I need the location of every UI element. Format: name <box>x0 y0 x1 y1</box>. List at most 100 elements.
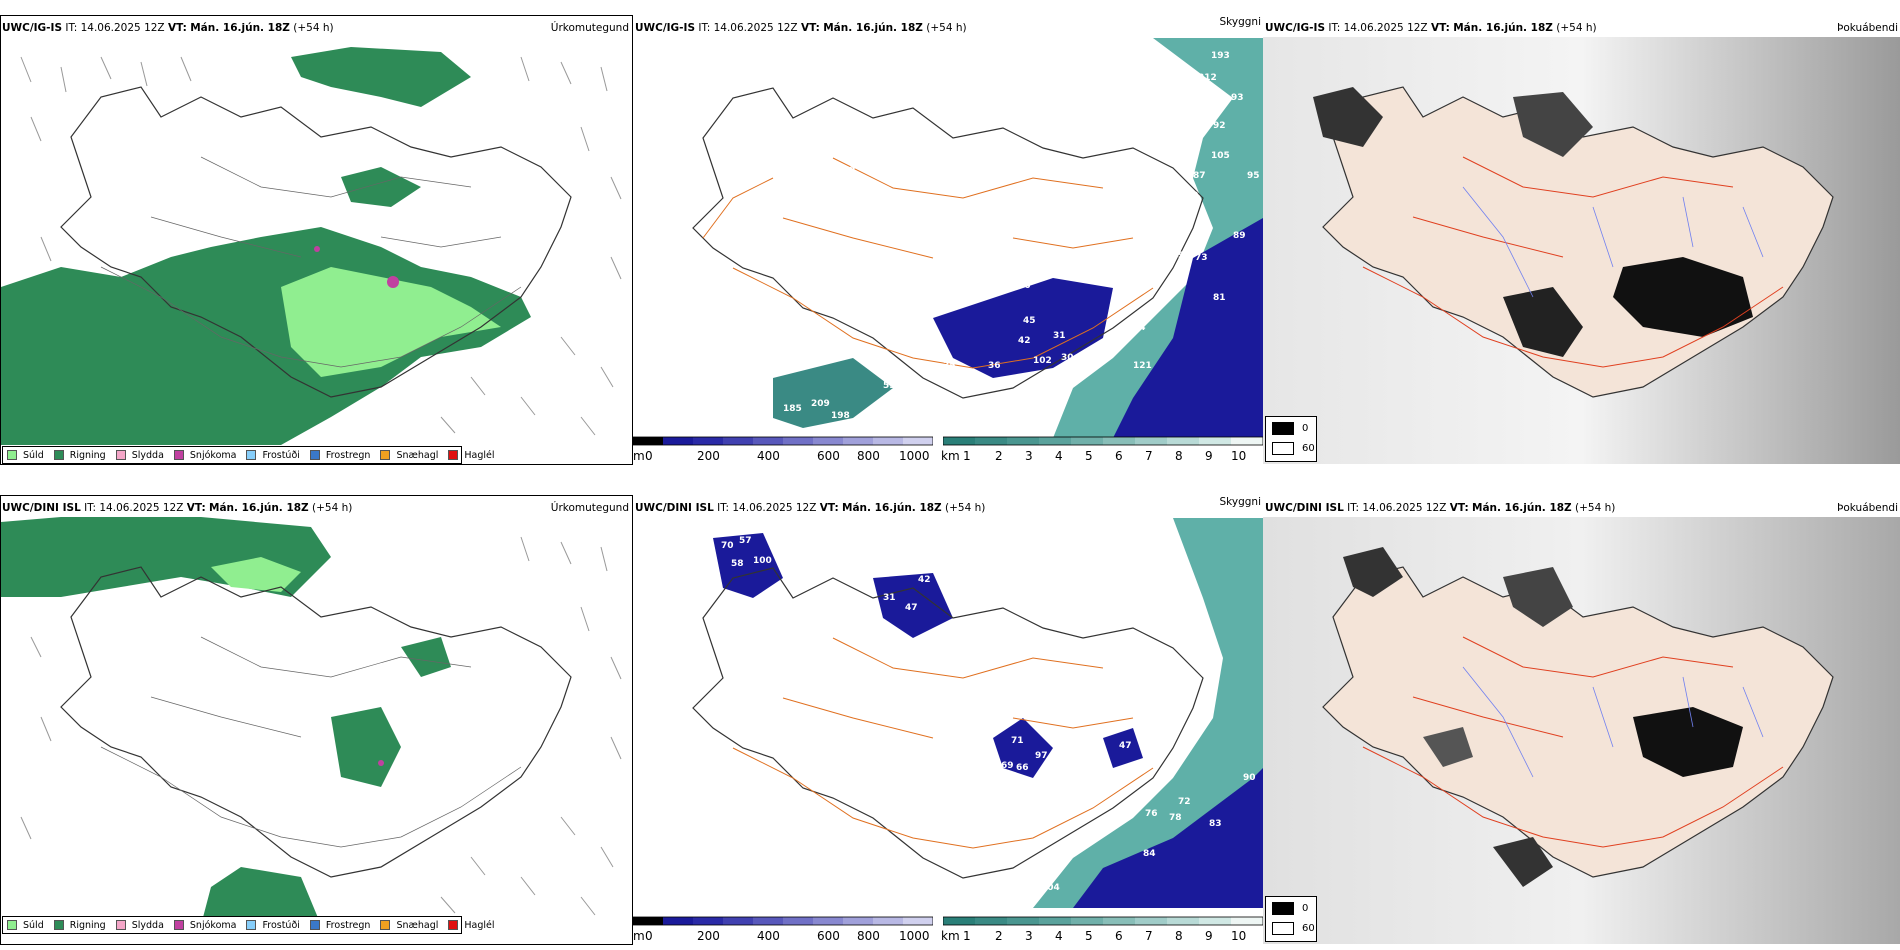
precip-legend: Súld Rigning Slydda Snjókoma Frostúði Fr… <box>2 446 495 464</box>
colorbar-height-bar <box>633 436 933 446</box>
vis-value: 35 <box>943 361 956 371</box>
wind-barbs <box>20 536 622 916</box>
vis-value: 53 <box>813 731 826 741</box>
drizzle-area <box>211 557 301 592</box>
vis-value: 66 <box>1016 763 1029 773</box>
panel-header: UWC/DINI ISL IT: 14.06.2025 12Z VT: Mán.… <box>2 502 352 514</box>
vis-value: 80 <box>1033 111 1046 121</box>
colorbar-tick: 400 <box>757 929 780 943</box>
colorbar-tick: 600 <box>817 929 840 943</box>
vis-value: 144 <box>768 351 787 361</box>
legend-item: Frostúði <box>246 920 300 931</box>
colorbar-tick: 200 <box>697 929 720 943</box>
panel-precip-dini: UWC/DINI ISL IT: 14.06.2025 12Z VT: Mán.… <box>0 490 633 945</box>
vis-value: 70 <box>743 121 756 131</box>
colorbar-tick: 5 <box>1085 449 1093 463</box>
visibility-labels: 133 193 212 93 92 105 95 89 73 81 121 89… <box>743 51 1260 421</box>
vis-value: 45 <box>1108 161 1121 171</box>
vis-value: 81 <box>1213 293 1226 303</box>
vt-label: VT: <box>800 22 820 34</box>
vis-value: 47 <box>873 281 886 291</box>
colorbar-tick: 1 <box>963 449 971 463</box>
it-label: IT: <box>84 502 97 514</box>
vis-value: 71 <box>1011 736 1024 746</box>
legend-item: Snjókoma <box>173 920 236 931</box>
colorbar-tick: 6 <box>1115 929 1123 943</box>
rain-area <box>291 47 471 107</box>
rain-area <box>331 707 401 787</box>
it-label: IT: <box>65 22 78 34</box>
colorbar-unit: m <box>633 929 645 943</box>
legend-item: Slydda <box>115 450 164 461</box>
vis-value: 80 <box>963 121 976 131</box>
it-label: IT: <box>1328 22 1341 34</box>
it-label: IT: <box>717 502 730 514</box>
vis-value: 180 <box>788 341 807 351</box>
legend-swatch <box>246 450 257 460</box>
colorbar-tick: 4 <box>1055 449 1063 463</box>
vt-value: Mán. 16.jún. 18Z <box>209 502 309 514</box>
fog-area <box>1313 87 1383 147</box>
legend-swatch <box>53 450 64 460</box>
legend-item: Snæhagl <box>380 450 438 461</box>
fog-legend-row: 60 <box>1272 442 1315 455</box>
low-vis-area <box>1073 768 1263 908</box>
panel-fog-igis: UWC/IG-IS IT: 14.06.2025 12Z VT: Mán. 16… <box>1263 10 1900 465</box>
vis-value: 160 <box>908 321 927 331</box>
colorbar-tick: 2 <box>995 929 1003 943</box>
vis-value: 93 <box>1231 93 1244 103</box>
roads <box>100 156 522 368</box>
colorbar-tick: 10 <box>1231 929 1247 943</box>
colorbar-tick: 3 <box>1025 449 1033 463</box>
vis-value: 47 <box>905 603 918 613</box>
colorbar-tick: 5 <box>1085 929 1093 943</box>
vis-value: 55 <box>883 381 896 391</box>
vis-value: 35 <box>923 366 936 376</box>
colorbar-height: m 0 200 400 600 800 1000 <box>633 435 933 465</box>
rain-area <box>401 637 451 677</box>
colorbar-tick: 1000 <box>899 929 930 943</box>
colorbar-tick: 200 <box>697 449 720 463</box>
fog-legend: 0 60 <box>1265 896 1317 942</box>
legend-swatch <box>173 920 184 930</box>
drizzle-area <box>281 267 501 377</box>
it-value: 14.06.2025 12Z <box>732 502 817 514</box>
legend-item: Rigning <box>53 920 106 931</box>
it-label: IT: <box>1347 502 1360 514</box>
low-vis-area <box>773 358 893 428</box>
legend-swatch <box>246 920 257 930</box>
colorbar-unit: km <box>941 929 960 943</box>
panel-precip-igis: UWC/IG-IS IT: 14.06.2025 12Z VT: Mán. 16… <box>0 10 633 465</box>
legend-item: Haglél <box>448 450 495 461</box>
panel-header: UWC/DINI ISL IT: 14.06.2025 12Z VT: Mán.… <box>635 502 985 514</box>
vis-value: 57 <box>739 536 752 546</box>
panel-title: Þokuábendi <box>1837 502 1898 514</box>
vis-value: 58 <box>731 559 744 569</box>
vt-value: Mán. 16.jún. 18Z <box>842 502 942 514</box>
fog-legend-row: 0 <box>1272 422 1308 435</box>
fog-area <box>1503 567 1573 627</box>
fog-legend-swatch <box>1272 442 1294 455</box>
vis-value: 104 <box>1041 883 1060 893</box>
fog-legend-row: 60 <box>1272 922 1315 935</box>
it-label: IT: <box>698 22 711 34</box>
panel-fog-dini: UWC/DINI ISL IT: 14.06.2025 12Z VT: Mán.… <box>1263 490 1900 945</box>
rivers <box>1462 186 1764 298</box>
vis-value: 54 <box>931 833 944 843</box>
lead-time: (+54 h) <box>1556 22 1597 34</box>
roads <box>732 637 1154 849</box>
colorbar-tick: 8 <box>1175 449 1183 463</box>
vis-value: 90 <box>1243 773 1256 783</box>
panel-visibility-dini: UWC/DINI ISL IT: 14.06.2025 12Z VT: Mán.… <box>633 490 1263 945</box>
legend-swatch <box>380 450 391 460</box>
vt-label: VT: <box>167 22 187 34</box>
colorbar-tick: 9 <box>1205 449 1213 463</box>
legend-item: Frostregn <box>309 450 370 461</box>
vis-value: 31 <box>1053 331 1066 341</box>
vis-value: 99 <box>1186 191 1199 201</box>
vis-value: 76 <box>1145 809 1158 819</box>
iceland-outline <box>692 87 1204 399</box>
colorbar-tick: 800 <box>857 449 880 463</box>
fog-legend-row: 0 <box>1272 902 1308 915</box>
vis-value: 78 <box>1169 813 1182 823</box>
